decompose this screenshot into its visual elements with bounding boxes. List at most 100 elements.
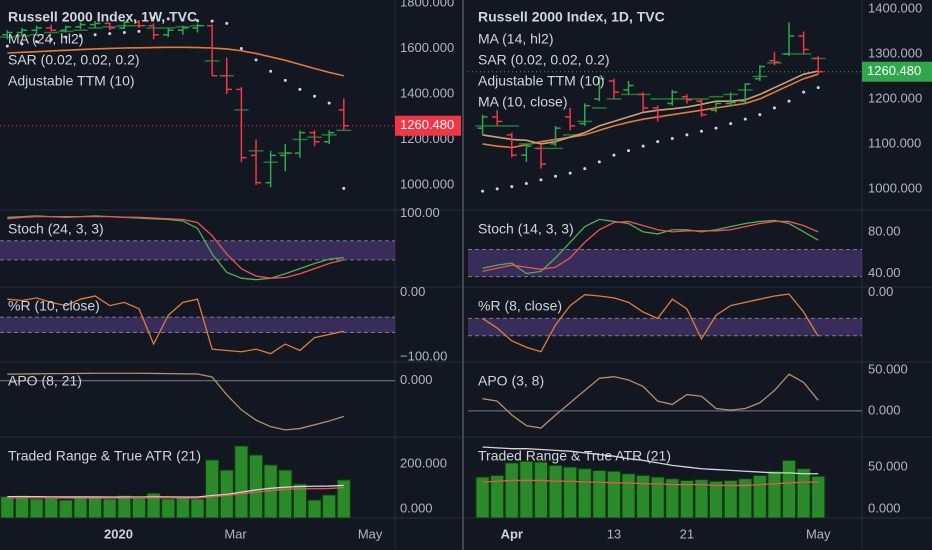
chart-title: Russell 2000 Index, 1W, TVC — [8, 9, 197, 25]
range-bar — [621, 473, 636, 519]
x-tick-label: 13 — [607, 526, 621, 541]
moving-average — [482, 70, 819, 145]
y-tick-label: 1000.000 — [400, 176, 454, 191]
range-bar — [592, 469, 607, 519]
legend-entry: MA (10, close) — [478, 94, 567, 110]
range-bar — [665, 478, 680, 519]
sar-dot — [152, 16, 156, 20]
sar-dot — [583, 167, 587, 171]
sar-dot — [568, 171, 572, 175]
pane-title: Stoch (24, 3, 3) — [8, 221, 104, 237]
sar-dot — [78, 34, 82, 38]
sar-dot — [510, 185, 514, 189]
sar-dot — [758, 113, 762, 117]
range-bar — [636, 474, 651, 519]
y-tick-label: 1000.000 — [868, 180, 922, 195]
sar-dot — [93, 33, 97, 37]
sar-dot — [612, 153, 616, 157]
sar-dot — [554, 174, 558, 178]
legend-entry: SAR (0.02, 0.02, 0.2) — [8, 52, 140, 68]
range-bar — [131, 497, 147, 519]
y-tick-label: 40.00 — [868, 265, 901, 280]
sar-dot — [597, 160, 601, 164]
pane-title: %R (8, close) — [478, 298, 562, 314]
price-tag — [862, 61, 932, 82]
sar-dot — [327, 101, 331, 105]
sar-dot — [196, 19, 199, 23]
range-bar — [117, 495, 132, 519]
band — [0, 317, 395, 333]
chart-title: Russell 2000 Index, 1D, TVC — [478, 9, 665, 25]
indicator-line — [7, 484, 344, 498]
sar-dot — [670, 137, 674, 141]
range-bar — [709, 480, 724, 519]
moving-average — [7, 46, 344, 77]
sar-dot — [283, 78, 287, 82]
range-bar — [292, 483, 307, 519]
range-bar — [205, 459, 220, 519]
sar-dot — [816, 86, 820, 90]
sar-dot — [539, 178, 543, 182]
sar-dot — [802, 90, 806, 94]
range-bar — [14, 495, 30, 519]
range-bar — [490, 474, 505, 519]
y-tick-label: 1600.000 — [400, 40, 454, 55]
sar-dot — [254, 58, 258, 62]
range-bar — [307, 499, 322, 519]
x-tick-label: 2020 — [104, 526, 133, 541]
y-tick-label: 1400.000 — [400, 85, 454, 100]
legend-entry: MA (24, hl2) — [8, 31, 83, 47]
sar-dot — [64, 35, 68, 39]
indicator-line — [7, 215, 344, 279]
sar-dot — [137, 29, 141, 33]
sar-dot — [122, 31, 126, 35]
range-bar — [519, 460, 534, 519]
range-bar — [781, 459, 797, 519]
legend-entry: Adjustable TTM (10) — [8, 73, 135, 89]
range-bar — [752, 474, 767, 519]
range-bar — [650, 476, 665, 519]
range-bar — [767, 470, 782, 519]
y-tick-label: 1100.000 — [868, 135, 921, 150]
pane-title: APO (8, 21) — [8, 373, 82, 389]
moving-average — [482, 73, 819, 149]
y-tick-label: 1200.000 — [868, 90, 922, 105]
y-tick-label: 1300.000 — [868, 45, 922, 60]
sar-dot — [714, 126, 718, 130]
y-tick-label: 0.00 — [868, 284, 893, 299]
range-bar — [234, 445, 249, 519]
indicator-line — [7, 295, 344, 355]
y-tick-label: 200.000 — [400, 455, 447, 470]
range-bar — [278, 469, 293, 519]
y-tick-label: 0.000 — [868, 402, 901, 417]
y-tick-label: 0.000 — [400, 500, 433, 515]
sar-dot — [5, 44, 9, 48]
sar-dot — [641, 144, 645, 148]
sar-dot — [685, 133, 689, 137]
sar-dot — [269, 69, 273, 73]
pane-title: Traded Range & True ATR (21) — [478, 448, 671, 464]
range-bar — [44, 497, 59, 519]
range-bar — [175, 497, 190, 519]
range-bar — [738, 478, 753, 519]
sar-dot — [298, 87, 302, 91]
sar-dot — [210, 19, 214, 23]
sar-dot — [181, 18, 185, 22]
sar-dot — [225, 21, 229, 25]
sar-dot — [743, 117, 747, 121]
sar-dot — [49, 37, 53, 41]
y-tick-label: 0.00 — [400, 284, 425, 299]
sar-dot — [627, 149, 631, 153]
range-bar — [533, 461, 549, 519]
pane-title: APO (3, 8) — [478, 373, 544, 389]
indicator-line — [482, 446, 819, 475]
range-bar — [336, 479, 351, 519]
sar-dot — [656, 140, 660, 144]
range-bar — [322, 494, 337, 519]
price-tag-label: 1260.480 — [867, 63, 921, 78]
y-tick-label: 50.000 — [868, 458, 908, 473]
sar-dot — [313, 94, 317, 98]
sar-dot — [495, 187, 499, 191]
range-bar — [504, 462, 519, 519]
